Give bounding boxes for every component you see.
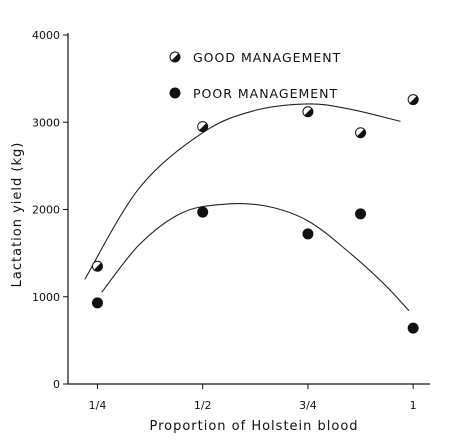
axes: 0 1000 2000 3000 4000 1/4 1/2 3/4 1	[32, 29, 430, 412]
y-tick-label: 1000	[32, 291, 60, 304]
x-axis-label: Proportion of Holstein blood	[149, 419, 358, 434]
legend-poor-management-label: POOR MANAGEMENT	[193, 86, 338, 101]
poor-management-fit-curve	[101, 203, 410, 312]
good-management-point	[355, 127, 367, 139]
good-management-point	[407, 94, 419, 106]
marker-fill	[199, 123, 208, 132]
legend-poor-management-marker	[169, 87, 181, 99]
y-axis-label: Lactation yield (kg)	[10, 142, 25, 288]
legend-good-management-label: GOOD MANAGEMENT	[193, 50, 341, 65]
data-points	[91, 94, 419, 334]
marker-fill	[304, 108, 313, 117]
legend-good-management-marker	[169, 51, 181, 63]
x-tick-label: 1	[410, 399, 417, 412]
x-tick-label: 1/2	[194, 399, 212, 412]
poor-management-point	[302, 228, 314, 240]
good-management-point	[197, 121, 209, 133]
marker-fill	[409, 96, 419, 105]
legend: GOOD MANAGEMENT POOR MANAGEMENT	[169, 50, 341, 101]
marker-fill	[357, 129, 366, 138]
marker-fill	[171, 53, 180, 63]
y-tick-label: 3000	[32, 116, 60, 129]
poor-management-point	[407, 322, 419, 334]
poor-management-point	[355, 208, 367, 220]
good-management-point	[91, 260, 103, 272]
x-tick-label: 3/4	[299, 399, 317, 412]
y-tick-label: 0	[53, 378, 60, 391]
marker-fill	[93, 262, 103, 272]
poor-management-point	[91, 297, 103, 309]
fit-curves	[84, 103, 410, 312]
good-management-point	[302, 106, 314, 118]
good-management-fit-curve	[84, 103, 401, 280]
y-tick-label: 2000	[32, 204, 60, 217]
y-tick-label: 4000	[32, 29, 60, 42]
x-tick-label: 1/4	[89, 399, 107, 412]
poor-management-point	[197, 206, 209, 218]
